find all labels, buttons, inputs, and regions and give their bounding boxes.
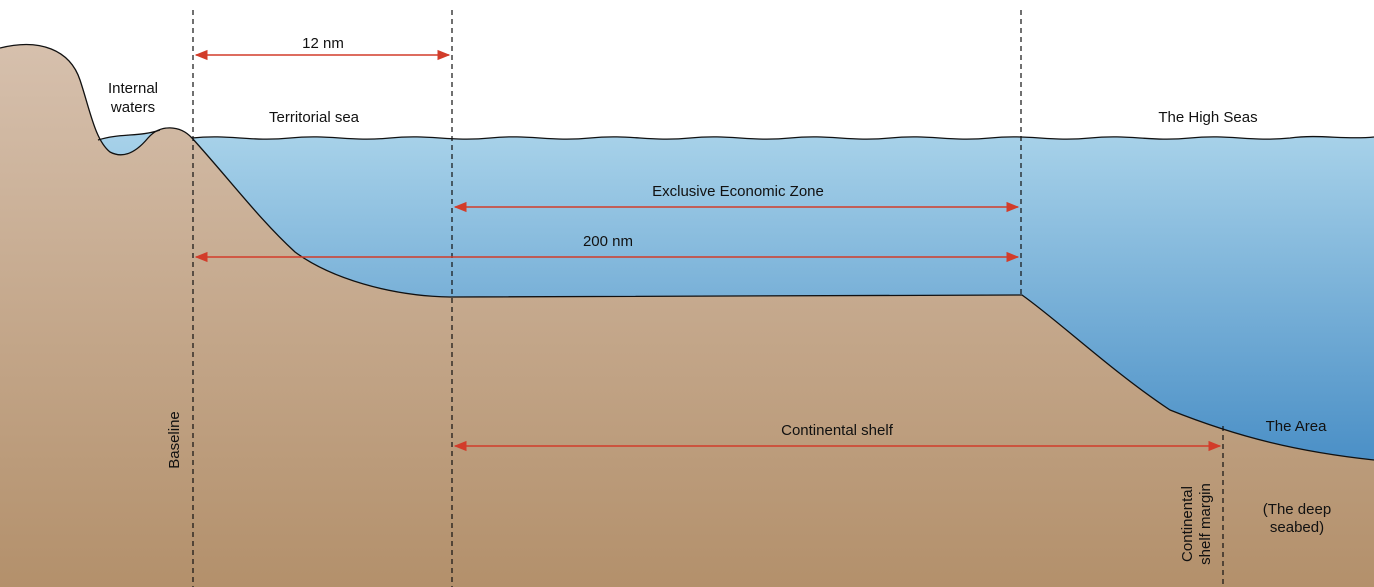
twelve-nm-label: 12 nm [302,35,344,52]
deep-seabed-label-line2: seabed) [1270,519,1324,536]
eez-label: Exclusive Economic Zone [652,183,824,200]
high-seas-label: The High Seas [1158,109,1257,126]
seabed-outline [0,43,1374,461]
territorial-sea-label: Territorial sea [269,109,360,126]
internal-waters-label-line1: Internal [108,80,158,97]
two-hundred-nm-label: 200 nm [583,233,633,250]
shelf-margin-label-line1: Continental [1179,486,1196,562]
deep-seabed-label-line1: (The deep [1263,501,1331,518]
continental-shelf-label: Continental shelf [781,422,894,439]
the-area-label: The Area [1266,418,1328,435]
internal-waters-label-line2: waters [110,99,155,116]
seabed-land [0,44,1374,587]
sea-surface-wave [97,129,1374,141]
shelf-margin-label-line2: shelf margin [1197,483,1214,565]
baseline-label: Baseline [166,411,183,469]
